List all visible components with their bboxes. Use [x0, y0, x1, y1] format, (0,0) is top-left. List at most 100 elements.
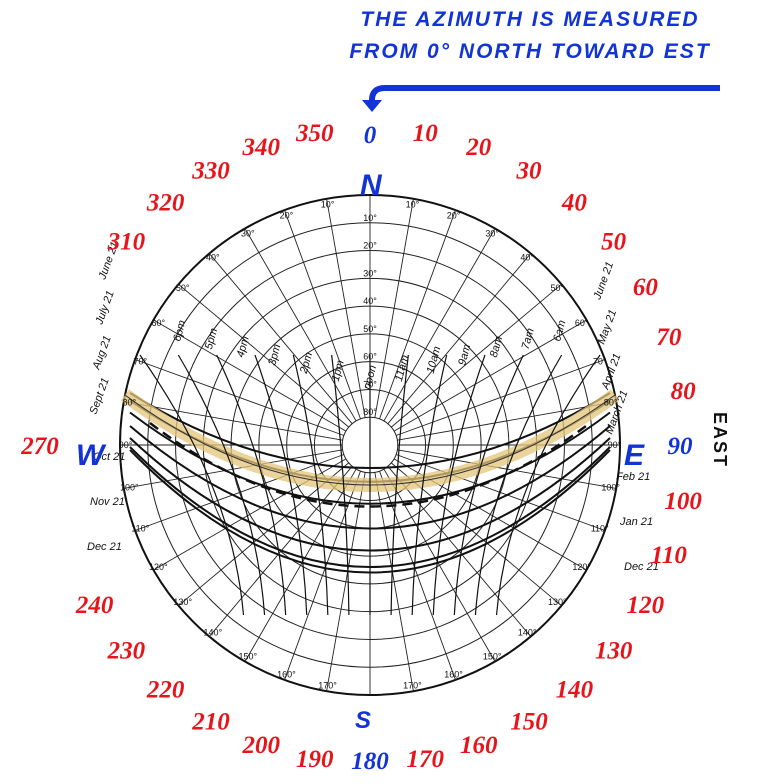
date-label-left: July 21 — [93, 289, 117, 327]
hour-line — [432, 354, 486, 616]
hour-line — [331, 354, 350, 616]
inner-tick-label: 10° — [321, 199, 335, 209]
hour-line — [453, 354, 524, 616]
altitude-label: 30° — [363, 268, 377, 278]
inner-tick-label: 100° — [601, 482, 620, 492]
azimuth-label-10: 10 — [413, 120, 439, 147]
hour-line — [292, 354, 329, 616]
azimuth-label-330: 330 — [191, 158, 230, 185]
altitude-label: 70° — [363, 379, 377, 389]
date-label-right: Dec 21 — [624, 561, 659, 573]
west-label: W — [76, 439, 107, 472]
hour-line — [177, 354, 266, 616]
azimuth-line — [395, 454, 606, 531]
azimuth-label-80: 80 — [671, 378, 697, 405]
hour-line — [495, 354, 601, 616]
azimuth-line — [153, 319, 347, 432]
inner-tick-label: 20° — [280, 210, 294, 220]
azimuth-line — [383, 228, 496, 422]
hour-label: 6am — [551, 319, 568, 343]
azimuth-label-100: 100 — [664, 488, 702, 515]
hour-label: 5pm — [203, 327, 220, 351]
azimuth-label-0: 0 — [364, 122, 377, 149]
inner-tick-label: 150° — [483, 652, 502, 662]
inner-tick-label: 130° — [548, 597, 567, 607]
hour-label: 4pm — [235, 335, 252, 359]
hour-label: 8am — [488, 335, 505, 359]
azimuth-line — [387, 253, 532, 425]
azimuth-label-120: 120 — [627, 592, 665, 619]
date-label-left: Nov 21 — [90, 496, 125, 508]
azimuth-line — [397, 401, 617, 441]
north-label: N — [360, 169, 383, 202]
inner-tick-label: 50° — [176, 283, 190, 293]
azimuth-line — [244, 228, 357, 422]
azimuth-label-130: 130 — [595, 637, 633, 664]
inner-tick-label: 140° — [204, 627, 223, 637]
east-label: E — [624, 439, 645, 472]
hour-line — [139, 354, 245, 616]
inner-tick-label: 50° — [550, 283, 564, 293]
altitude-label: 60° — [363, 352, 377, 362]
inner-tick-label: 100° — [120, 482, 139, 492]
inner-tick-label: 60° — [151, 318, 165, 328]
inner-tick-label: 160° — [277, 670, 296, 680]
azimuth-label-190: 190 — [296, 746, 334, 773]
note-line-2: FROM 0° NORTH TOWARD EST — [349, 40, 711, 63]
inner-tick-label: 20° — [447, 210, 461, 220]
azimuth-label-30: 30 — [516, 158, 543, 185]
azimuth-label-180: 180 — [351, 748, 389, 775]
hour-label: 6pm — [171, 319, 188, 343]
azimuth-label-60: 60 — [633, 274, 659, 301]
date-label-right: June 21 — [591, 260, 616, 302]
azimuth-label-160: 160 — [460, 732, 498, 759]
azimuth-label-240: 240 — [75, 592, 114, 619]
hour-label: 3pm — [266, 343, 283, 367]
inner-tick-label: 70° — [593, 356, 607, 366]
date-label-left: Oct 21 — [93, 451, 125, 463]
inner-tick-label: 40° — [206, 253, 220, 263]
azimuth-label-140: 140 — [556, 677, 594, 704]
azimuth-label-310: 310 — [107, 229, 146, 256]
azimuth-label-210: 210 — [191, 708, 230, 735]
hour-line — [254, 354, 308, 616]
azimuth-line — [326, 198, 366, 418]
hour-line — [474, 354, 563, 616]
azimuth-line — [379, 209, 456, 420]
azimuth-label-90: 90 — [668, 433, 694, 460]
inner-tick-label: 30° — [485, 228, 499, 238]
azimuth-label-230: 230 — [107, 637, 146, 664]
date-label-right: Feb 21 — [616, 471, 650, 483]
inner-tick-label: 140° — [518, 627, 537, 637]
altitude-label: 20° — [363, 241, 377, 251]
azimuth-label-320: 320 — [146, 189, 185, 216]
hour-label: 1pm — [330, 359, 347, 383]
date-label-left: Dec 21 — [87, 541, 122, 553]
date-label-left: Aug 21 — [90, 334, 114, 372]
date-label-left: Sept 21 — [88, 376, 112, 416]
east-side-label: EAST — [710, 412, 730, 468]
hour-line — [411, 354, 448, 616]
azimuth-label-20: 20 — [465, 134, 492, 161]
inner-tick-label: 110° — [591, 524, 609, 534]
hour-label: 2pm — [298, 351, 315, 376]
azimuth-line — [326, 472, 366, 692]
inner-tick-label: 120° — [149, 562, 168, 572]
south-label: S — [355, 707, 371, 734]
azimuth-label-110: 110 — [651, 542, 688, 569]
inner-tick-label: 30° — [241, 228, 255, 238]
azimuth-label-340: 340 — [241, 134, 280, 161]
azimuth-label-150: 150 — [510, 708, 548, 735]
note-line-1: THE AZIMUTH IS MEASURED — [360, 8, 700, 31]
azimuth-line — [374, 198, 414, 418]
inner-tick-label: 80° — [122, 398, 136, 408]
azimuth-label-350: 350 — [295, 120, 334, 147]
inner-tick-label: 10° — [406, 199, 420, 209]
hour-line — [390, 354, 409, 616]
azimuth-label-170: 170 — [406, 746, 444, 773]
azimuth-label-70: 70 — [656, 324, 682, 351]
inner-tick-label: 110° — [131, 524, 149, 534]
inner-tick-label: 130° — [173, 597, 192, 607]
inner-tick-label: 170° — [403, 681, 422, 691]
